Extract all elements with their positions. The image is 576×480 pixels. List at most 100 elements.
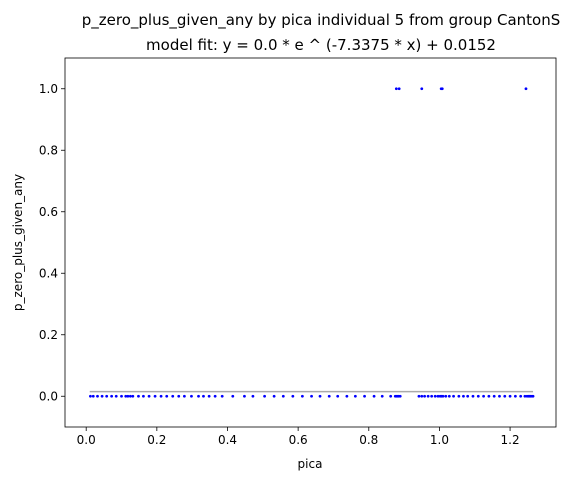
data-point: [91, 394, 95, 398]
data-point: [345, 394, 349, 398]
x-tick-label: 1.2: [501, 433, 520, 447]
data-point: [318, 394, 322, 398]
data-point: [423, 394, 426, 398]
data-point: [281, 394, 285, 398]
data-point: [220, 394, 224, 398]
data-point: [447, 394, 451, 398]
data-point: [471, 394, 475, 398]
data-point: [207, 394, 211, 398]
data-point: [498, 394, 501, 398]
data-point: [394, 87, 398, 91]
data-point: [96, 394, 99, 398]
data-point: [503, 394, 507, 398]
data-point: [462, 394, 465, 398]
data-point: [380, 394, 384, 398]
data-point: [444, 394, 448, 398]
data-point: [523, 394, 527, 398]
data-point: [310, 394, 313, 398]
data-point: [482, 394, 485, 398]
data-point: [508, 394, 512, 398]
x-tick-label: 0.2: [147, 433, 166, 447]
data-point: [89, 394, 92, 398]
data-point: [213, 394, 217, 398]
data-point: [353, 394, 357, 398]
y-tick-label: 0.4: [39, 266, 58, 280]
data-point: [202, 394, 205, 398]
data-point: [398, 394, 402, 398]
data-point: [197, 394, 200, 398]
data-point: [124, 394, 128, 398]
data-point: [182, 394, 186, 398]
data-point: [165, 394, 169, 398]
plot-frame: [64, 57, 557, 428]
plot-area: [89, 87, 535, 398]
data-point: [105, 394, 109, 398]
data-point: [100, 394, 104, 398]
y-tick-label: 0.6: [39, 205, 58, 219]
data-point: [430, 394, 434, 398]
data-point: [131, 394, 135, 398]
data-point: [436, 394, 440, 398]
y-tick-label: 0.0: [39, 389, 58, 403]
data-point: [251, 394, 255, 398]
data-point: [159, 394, 163, 398]
x-tick-label: 0.6: [289, 433, 308, 447]
data-point: [433, 394, 437, 398]
data-point: [272, 394, 276, 398]
data-point: [128, 394, 132, 398]
x-tick-label: 0.0: [77, 433, 96, 447]
data-point: [420, 87, 424, 91]
data-point: [137, 394, 140, 398]
data-point: [147, 394, 151, 398]
data-point: [389, 394, 393, 398]
data-point: [457, 394, 461, 398]
data-point: [120, 394, 123, 398]
data-point: [336, 394, 340, 398]
data-point: [110, 394, 114, 398]
y-tick-label: 1.0: [39, 82, 58, 96]
data-point: [417, 394, 421, 398]
y-axis-ticks: 0.0 0.2 0.4 0.6 0.8 1.0: [39, 82, 65, 403]
data-point: [363, 394, 366, 398]
data-point: [177, 394, 181, 398]
data-point: [126, 394, 130, 398]
data-point: [263, 394, 266, 398]
y-tick-label: 0.2: [39, 328, 58, 342]
data-point: [142, 394, 145, 398]
data-point: [114, 394, 118, 398]
data-point: [171, 394, 175, 398]
x-tick-label: 0.8: [359, 433, 378, 447]
data-point: [441, 394, 445, 398]
data-point: [190, 394, 193, 398]
data-point: [492, 394, 496, 398]
data-point: [291, 394, 295, 398]
data-point: [327, 394, 331, 398]
data-point: [466, 394, 470, 398]
data-point: [531, 394, 535, 398]
x-tick-label: 1.0: [430, 433, 449, 447]
data-point: [397, 87, 401, 91]
data-point: [426, 394, 430, 398]
data-point: [452, 394, 455, 398]
data-point: [519, 394, 523, 398]
data-point: [231, 394, 235, 398]
x-axis-ticks: 0.0 0.2 0.4 0.6 0.8 1.0 1.2: [77, 427, 520, 447]
y-tick-label: 0.8: [39, 143, 58, 157]
data-point: [513, 394, 517, 398]
y-axis-label: p_zero_plus_given_any: [11, 174, 25, 311]
data-point: [300, 394, 304, 398]
data-point: [420, 394, 424, 398]
x-tick-label: 0.4: [218, 433, 237, 447]
chart-subtitle: model fit: y = 0.0 * e ^ (-7.3375 * x) +…: [146, 36, 496, 54]
data-point: [487, 394, 491, 398]
data-point: [440, 87, 444, 91]
data-point: [372, 394, 376, 398]
x-axis-label: pica: [298, 457, 323, 471]
data-point: [243, 394, 246, 398]
data-point: [153, 394, 157, 398]
data-point: [476, 394, 480, 398]
data-point: [524, 87, 528, 91]
chart-title: p_zero_plus_given_any by pica individual…: [82, 11, 561, 30]
